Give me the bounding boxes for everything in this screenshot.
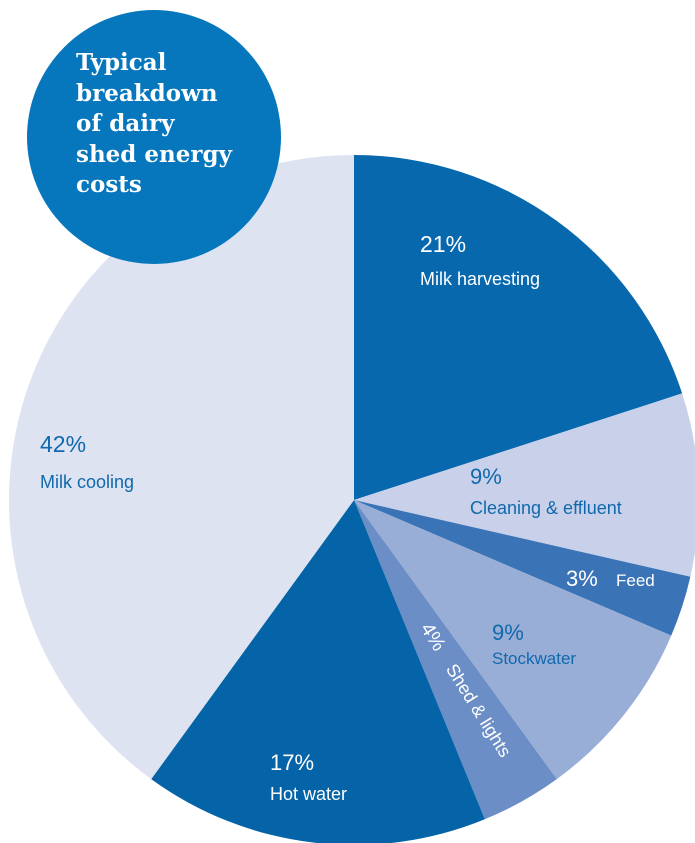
slice-name: Cleaning & effluent (470, 498, 622, 518)
pie-slice-shed-lights (354, 500, 557, 820)
slice-label: 3% Feed (566, 566, 655, 591)
slice-percent: 9% (470, 464, 502, 489)
title-badge (27, 10, 281, 264)
slice-percent: 9% (492, 620, 524, 645)
slice-label: 17% Hot water (270, 750, 347, 804)
pie-slice-milk-cooling (8, 155, 355, 780)
pie-slice-stockwater (354, 500, 672, 780)
slice-percent: 17% (270, 750, 314, 775)
pie-slice-hot-water (151, 500, 485, 843)
slice-name: Feed (616, 571, 655, 590)
slice-label: 9% Cleaning & effluent (470, 464, 622, 518)
slice-name: Milk harvesting (420, 269, 540, 289)
chart-title: Typical breakdown of dairy shed energy c… (76, 49, 232, 198)
slice-percent: 21% (420, 231, 466, 257)
pie-slice-feed (354, 500, 691, 636)
slice-label: 21% Milk harvesting (420, 231, 540, 289)
pie-slice-cleaning-effluent (354, 393, 695, 577)
slice-label: 42% Milk cooling (40, 431, 134, 492)
slice-percent: 3% (566, 566, 598, 591)
slice-name: Milk cooling (40, 472, 134, 492)
pie-slice-milk-harvesting (354, 155, 683, 500)
slice-name: Stockwater (492, 649, 576, 668)
slice-percent: 42% (40, 431, 86, 457)
slice-label: 9% Stockwater (492, 620, 576, 668)
slice-name: Hot water (270, 784, 347, 804)
